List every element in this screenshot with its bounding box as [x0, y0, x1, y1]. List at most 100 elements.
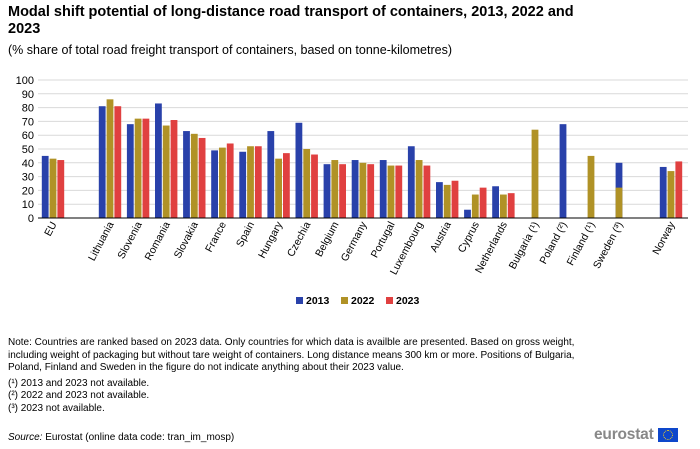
bar-2023 — [339, 164, 346, 218]
bar-2022 — [531, 129, 539, 218]
bar-2013 — [98, 106, 106, 218]
x-tick-label: Czechia — [285, 220, 313, 259]
legend-label-2013: 2013 — [306, 295, 330, 307]
chart-subtitle: (% share of total road freight transport… — [8, 43, 452, 57]
x-tick-label: Poland (²) — [537, 220, 569, 266]
bar-2023 — [675, 161, 683, 218]
bar-2022 — [587, 155, 595, 218]
bar-2022 — [247, 146, 254, 218]
bar-2013 — [41, 155, 49, 218]
bar-2022 — [443, 184, 451, 218]
bar-2022 — [415, 160, 423, 218]
y-tick-label: 100 — [16, 75, 34, 87]
bar-2022 — [219, 147, 226, 218]
x-tick-label: France — [203, 220, 229, 255]
bar-2023 — [226, 143, 234, 218]
x-tick-label: Cyprus — [456, 220, 482, 255]
bar-2022 — [500, 194, 507, 218]
footnote-2: (²) 2022 and 2023 not available. — [8, 390, 150, 402]
bar-2013 — [492, 186, 499, 218]
y-tick-label: 30 — [22, 172, 34, 184]
bar-2023 — [114, 106, 122, 218]
bar-2013 — [239, 151, 247, 218]
bar-2013 — [183, 131, 190, 218]
bar-2023 — [198, 137, 206, 218]
legend-swatch-2022 — [341, 297, 348, 304]
x-tick-label: Germany — [339, 219, 370, 263]
legend-swatch-2023 — [386, 297, 393, 304]
bar-2023 — [142, 118, 150, 218]
bar-2022 — [134, 118, 142, 218]
bar-2013 — [407, 146, 415, 218]
bar-2022 — [303, 149, 311, 218]
bar-2013 — [126, 124, 134, 218]
legend-label-2022: 2022 — [351, 295, 375, 307]
bar-2013 — [436, 182, 443, 218]
bar-2022 — [615, 187, 623, 218]
x-tick-label: Portugal — [369, 220, 398, 260]
legend-swatch-2013 — [296, 297, 303, 304]
bar-2023 — [254, 146, 262, 218]
bar-2022 — [275, 158, 282, 218]
source-text: Eurostat (online data code: tran_im_mosp… — [42, 432, 235, 443]
bar-2023 — [367, 164, 375, 218]
bar-2022 — [162, 125, 170, 218]
bar-2013 — [295, 122, 303, 218]
bar-2023 — [479, 187, 487, 218]
x-tick-label: Austria — [428, 220, 454, 255]
bar-2022 — [359, 162, 367, 218]
source-line: Source: Eurostat (online data code: tran… — [8, 432, 234, 444]
bar-2022 — [49, 158, 57, 218]
bar-2022 — [387, 165, 395, 218]
x-tick-label: Spain — [234, 220, 257, 249]
bar-2022 — [331, 160, 339, 218]
bar-2023 — [423, 165, 431, 218]
bar-2013 — [464, 209, 471, 218]
bar-2013 — [323, 164, 331, 218]
bar-2013 — [211, 150, 218, 218]
eurostat-logo: eurostat — [594, 425, 678, 445]
footnote-3: (³) 2023 not available. — [8, 402, 105, 414]
bar-2023 — [170, 120, 178, 218]
bar-2013 — [267, 131, 275, 218]
bar-2022 — [471, 194, 479, 218]
y-tick-label: 10 — [22, 199, 34, 211]
x-tick-label: Belgium — [313, 220, 342, 259]
bar-2013 — [659, 166, 667, 218]
chart-title: Modal shift potential of long-distance r… — [8, 4, 574, 37]
y-tick-label: 70 — [22, 116, 34, 128]
y-tick-label: 40 — [22, 158, 34, 170]
bar-2013 — [559, 124, 567, 218]
bar-2013 — [351, 160, 359, 218]
bar-2023 — [311, 154, 318, 218]
bar-2023 — [451, 180, 459, 218]
y-tick-label: 60 — [22, 130, 34, 142]
y-tick-label: 0 — [28, 213, 34, 225]
logo-text: eurostat — [594, 426, 654, 443]
bar-2022 — [190, 133, 198, 218]
y-tick-label: 90 — [22, 89, 34, 101]
bar-2023 — [507, 193, 515, 218]
note-main: Note: Countries are ranked based on 2023… — [8, 337, 575, 374]
bar-2023 — [57, 160, 65, 218]
x-tick-label: Slovakia — [172, 220, 201, 261]
x-tick-label: Lithuania — [86, 220, 117, 263]
legend-label-2023: 2023 — [396, 295, 420, 307]
x-tick-label: Hungary — [256, 219, 286, 260]
y-tick-label: 50 — [22, 144, 34, 156]
y-tick-label: 80 — [22, 103, 34, 115]
bar-2013 — [379, 160, 387, 218]
bar-2022 — [667, 171, 675, 218]
x-tick-label: Slovenia — [115, 220, 145, 261]
bar-2013 — [155, 103, 162, 218]
x-tick-label: Bulgaria (¹) — [507, 220, 542, 271]
x-tick-label: EU — [42, 220, 59, 239]
source-label: Source: — [8, 432, 43, 443]
bar-2022 — [106, 99, 114, 218]
y-tick-label: 20 — [22, 185, 34, 197]
x-tick-label: Norway — [650, 219, 678, 257]
eu-flag-icon — [657, 428, 678, 442]
chart-notes: Note: Countries are ranked based on 2023… — [8, 337, 608, 416]
bar-2023 — [283, 153, 290, 218]
